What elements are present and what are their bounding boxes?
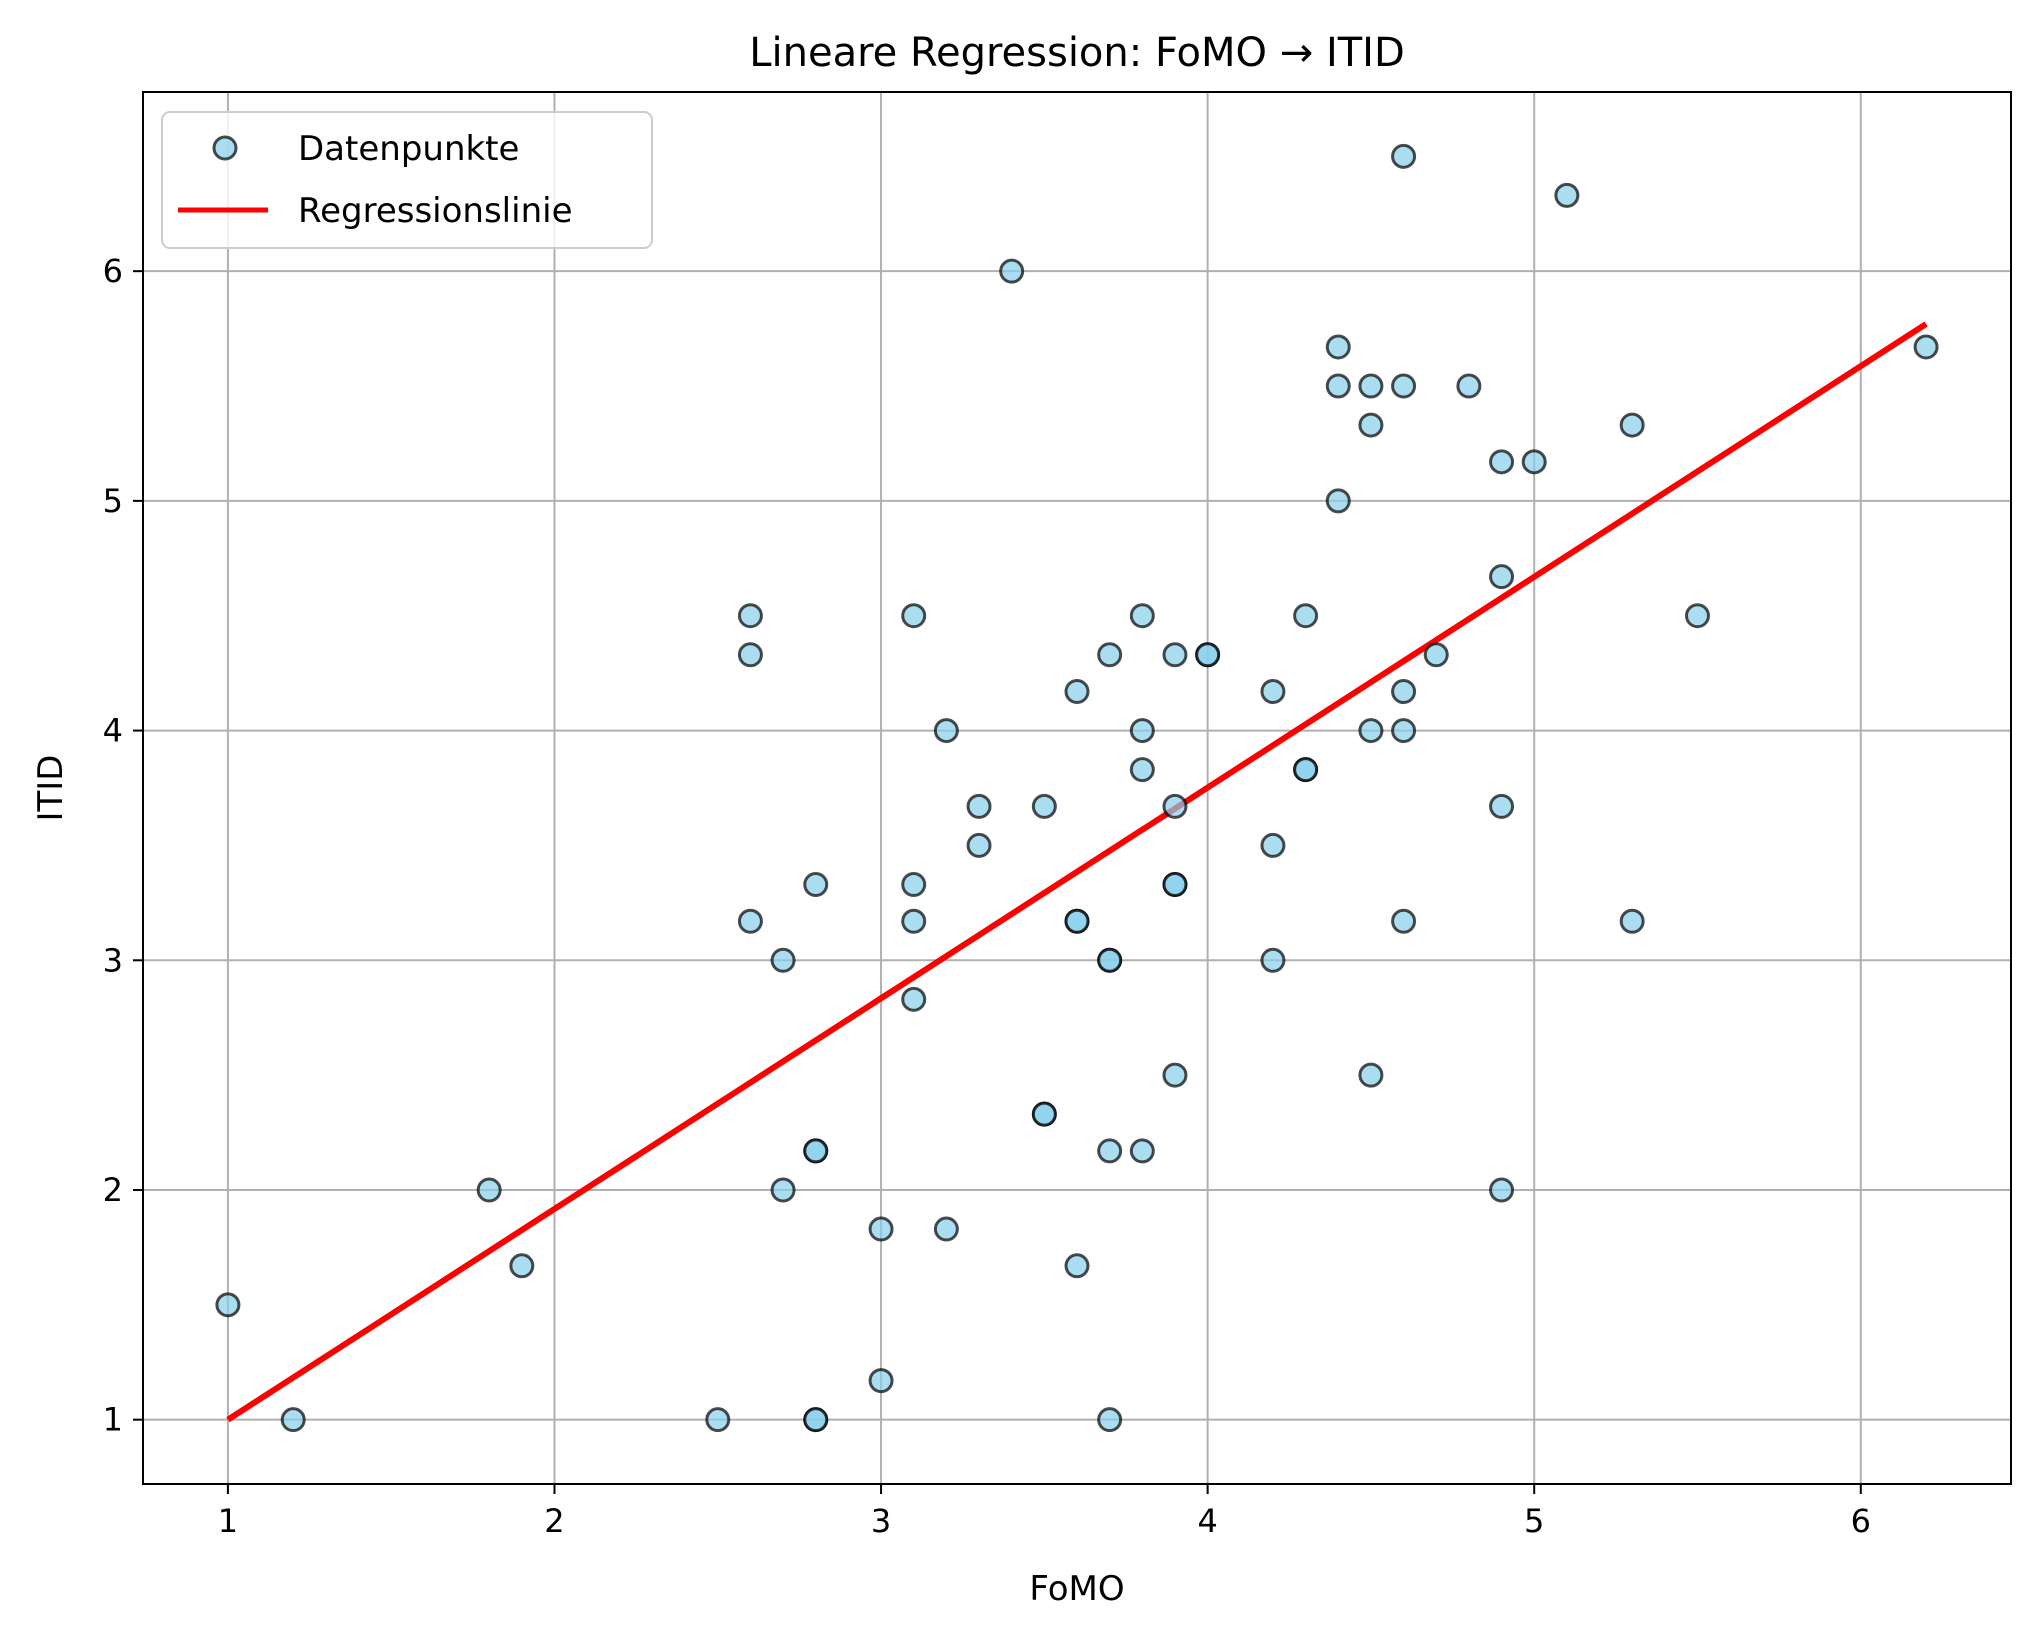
data-point (1391, 373, 1417, 399)
data-point (737, 603, 763, 629)
data-point (1195, 642, 1221, 668)
y-axis-ticks: 1 2 3 4 5 6 (103, 252, 143, 1439)
data-point (803, 1138, 829, 1164)
legend-marker-datenpunkte (212, 135, 238, 161)
data-point (901, 603, 927, 629)
data-point (1489, 1177, 1515, 1203)
data-point (1293, 603, 1319, 629)
data-point (1554, 182, 1580, 208)
data-point (1129, 1138, 1155, 1164)
data-point (1391, 718, 1417, 744)
data-point (1260, 679, 1286, 705)
data-point (737, 908, 763, 934)
data-point (1097, 1138, 1123, 1164)
regression-layer (226, 321, 1928, 1423)
y-tick-label: 1 (103, 1401, 123, 1439)
data-point (1031, 1101, 1057, 1127)
data-point (1097, 642, 1123, 668)
y-tick-label: 6 (103, 252, 123, 290)
data-point (1064, 1253, 1090, 1279)
data-point (901, 871, 927, 897)
grid-lines (143, 92, 2011, 1484)
data-point (1162, 642, 1188, 668)
x-tick-label: 2 (544, 1502, 564, 1540)
data-point (1619, 412, 1645, 438)
data-point (901, 986, 927, 1012)
data-point (1162, 1062, 1188, 1088)
chart-title: Lineare Regression: FoMO → ITID (749, 30, 1405, 76)
data-point (1162, 793, 1188, 819)
x-tick-label: 1 (218, 1502, 238, 1540)
data-point (999, 258, 1025, 284)
data-point (737, 642, 763, 668)
data-point (901, 908, 927, 934)
y-tick-label: 3 (103, 941, 123, 979)
data-point (1129, 603, 1155, 629)
data-point (1097, 1407, 1123, 1433)
data-point (1489, 793, 1515, 819)
data-point (966, 832, 992, 858)
data-point (1129, 757, 1155, 783)
x-axis-ticks: 1 2 3 4 5 6 (218, 1484, 1871, 1540)
data-point (933, 718, 959, 744)
data-point (1489, 449, 1515, 475)
data-point (868, 1216, 894, 1242)
data-point (1391, 679, 1417, 705)
data-point (280, 1407, 306, 1433)
x-tick-label: 3 (871, 1502, 891, 1540)
data-point (1064, 679, 1090, 705)
x-tick-label: 5 (1524, 1502, 1544, 1540)
data-point (1325, 334, 1351, 360)
data-point (1097, 947, 1123, 973)
data-point (966, 793, 992, 819)
data-point (215, 1292, 241, 1318)
data-point (1684, 603, 1710, 629)
y-tick-label: 4 (103, 712, 123, 750)
data-point (1162, 871, 1188, 897)
x-axis-label: FoMO (1029, 1569, 1124, 1609)
legend-label-datenpunkte: Datenpunkte (298, 129, 519, 169)
data-point (1423, 642, 1449, 668)
data-point (868, 1368, 894, 1394)
data-point (1391, 143, 1417, 169)
data-point (933, 1216, 959, 1242)
data-point (1031, 793, 1057, 819)
regression-line (226, 321, 1928, 1423)
data-point (1358, 1062, 1384, 1088)
legend: Datenpunkte Regressionslinie (161, 111, 653, 249)
data-points (215, 143, 1939, 1433)
y-axis-label: ITID (31, 754, 71, 821)
data-point (803, 1407, 829, 1433)
data-point (1521, 449, 1547, 475)
legend-box (161, 111, 653, 249)
data-point (1293, 757, 1319, 783)
data-point (1391, 908, 1417, 934)
data-point (1260, 947, 1286, 973)
data-point (803, 871, 829, 897)
data-point (509, 1253, 535, 1279)
y-tick-label: 2 (103, 1171, 123, 1209)
data-point (1325, 488, 1351, 514)
data-point (1325, 373, 1351, 399)
data-point (1260, 832, 1286, 858)
data-point (1358, 718, 1384, 744)
data-point (770, 947, 796, 973)
data-point (770, 1177, 796, 1203)
data-point (1358, 373, 1384, 399)
data-point (1619, 908, 1645, 934)
legend-label-regressionslinie: Regressionslinie (298, 191, 573, 231)
data-point (1358, 412, 1384, 438)
x-tick-label: 4 (1197, 1502, 1217, 1540)
data-point (705, 1407, 731, 1433)
data-point (476, 1177, 502, 1203)
data-point (1913, 334, 1939, 360)
data-point (1129, 718, 1155, 744)
data-point (1064, 908, 1090, 934)
y-tick-label: 5 (103, 482, 123, 520)
data-point (1489, 564, 1515, 590)
x-tick-label: 6 (1851, 1502, 1871, 1540)
plot-frame (142, 91, 2012, 1485)
data-point (1456, 373, 1482, 399)
